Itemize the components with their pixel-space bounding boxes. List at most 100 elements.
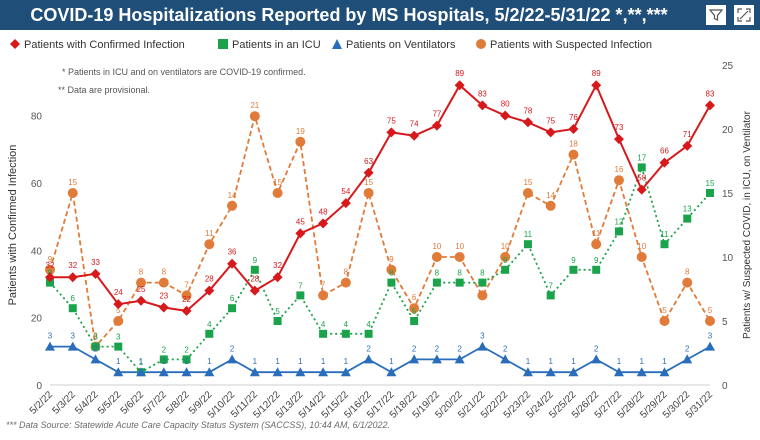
label-suspected-4: 8 [139,268,144,277]
series-line-confirmed [50,82,711,312]
point-ventilators-19 [477,341,488,351]
point-ventilators-0 [45,341,55,351]
label-confirmed-5: 23 [159,292,168,301]
point-icu-26 [637,163,646,172]
label-suspected-1: 15 [68,178,77,187]
label-suspected-27: 5 [662,306,667,315]
point-confirmed-18 [454,80,465,91]
label-suspected-2: 3 [93,332,98,341]
label-suspected-21: 15 [523,178,532,187]
label-confirmed-12: 48 [319,207,328,216]
point-ventilators-14 [363,354,374,364]
y-tick-label-1: 20 [31,314,43,325]
point-suspected-10 [272,188,283,198]
label-confirmed-11: 45 [296,217,305,226]
label-suspected-11: 19 [296,127,305,136]
point-suspected-17 [431,252,442,262]
label-suspected-20: 10 [501,242,510,251]
point-suspected-12 [318,290,329,301]
point-suspected-11 [295,136,306,147]
point-suspected-27 [659,316,670,326]
legend-label-3: Patients with Suspected Infection [490,39,652,51]
label-suspected-18: 10 [455,242,464,251]
y2-tick-label-1: 5 [722,317,728,328]
label-icu-1: 6 [71,294,76,303]
label-suspected-13: 8 [344,268,349,277]
label-confirmed-10: 32 [273,261,282,270]
y2-tick-label-5: 25 [722,61,734,72]
label-suspected-23: 18 [569,140,578,149]
point-confirmed-13 [340,198,351,209]
x-tick-label-0: 5/2/22 [28,389,56,417]
label-ventilators-5: 1 [162,357,167,366]
point-confirmed-19 [477,100,488,111]
label-suspected-3: 5 [116,306,121,315]
legend-label-1: Patients in an ICU [232,39,321,51]
point-icu-13 [341,329,350,338]
x-tick-label-1: 5/3/22 [50,389,78,417]
point-ventilators-21 [522,367,533,377]
point-icu-11 [296,291,305,300]
label-suspected-9: 21 [250,101,259,110]
label-icu-10: 5 [275,307,280,316]
note-provisional: ** Data are provisional. [58,85,150,95]
legend-marker-3 [476,39,486,49]
point-suspected-9 [249,111,260,122]
label-ventilators-18: 2 [457,344,462,353]
point-suspected-0 [45,264,55,275]
point-confirmed-14 [363,167,374,178]
point-icu-0 [46,278,54,287]
label-ventilators-14: 2 [366,344,371,353]
label-ventilators-27: 1 [662,357,667,366]
label-confirmed-13: 54 [341,187,350,196]
label-icu-12: 4 [321,320,326,329]
point-ventilators-28 [682,354,693,364]
point-suspected-7 [204,239,215,250]
point-ventilators-1 [67,341,78,351]
point-icu-9 [250,265,259,274]
label-icu-19: 8 [480,269,485,278]
point-icu-2 [91,342,100,351]
point-confirmed-26 [636,184,647,195]
y-tick-label-2: 40 [31,246,43,257]
point-confirmed-25 [613,134,624,145]
label-ventilators-20: 2 [503,344,508,353]
label-icu-26: 17 [637,153,646,162]
point-icu-8 [228,304,237,313]
label-ventilators-26: 1 [639,357,644,366]
point-icu-6 [182,355,191,364]
filter-icon[interactable] [706,5,726,25]
chart: Patients with Confirmed Infection Patient… [7,39,753,420]
point-icu-3 [114,342,123,351]
point-confirmed-5 [158,302,169,313]
label-ventilators-23: 1 [571,357,576,366]
point-suspected-23 [568,149,579,160]
point-icu-19 [478,278,487,287]
label-icu-2: 3 [93,333,98,342]
point-icu-20 [501,265,510,274]
y2-tick-label-4: 20 [722,125,734,136]
label-confirmed-20: 80 [501,100,510,109]
x-tick-label-3: 5/5/22 [96,389,124,417]
label-ventilators-16: 2 [412,344,417,353]
point-confirmed-29 [705,100,715,111]
label-confirmed-4: 25 [137,285,146,294]
focus-mode-icon[interactable] [734,5,754,25]
label-icu-17: 8 [435,269,440,278]
point-icu-23 [569,265,578,274]
y2-tick-label-3: 15 [722,189,734,200]
label-confirmed-6: 22 [182,295,191,304]
point-ventilators-4 [136,367,147,377]
footnote: *** Data Source: Statewide Acute Care Ca… [6,420,391,430]
point-ventilators-10 [272,367,283,377]
point-ventilators-24 [591,354,602,364]
label-icu-23: 9 [571,256,576,265]
label-suspected-12: 7 [321,280,326,289]
point-confirmed-24 [591,80,602,91]
point-icu-10 [273,317,282,325]
point-suspected-21 [522,188,533,198]
label-ventilators-8: 2 [230,344,235,353]
point-ventilators-25 [613,367,624,377]
chart-title: COVID-19 Hospitalizations Reported by MS… [30,5,668,25]
label-suspected-14: 15 [364,178,373,187]
